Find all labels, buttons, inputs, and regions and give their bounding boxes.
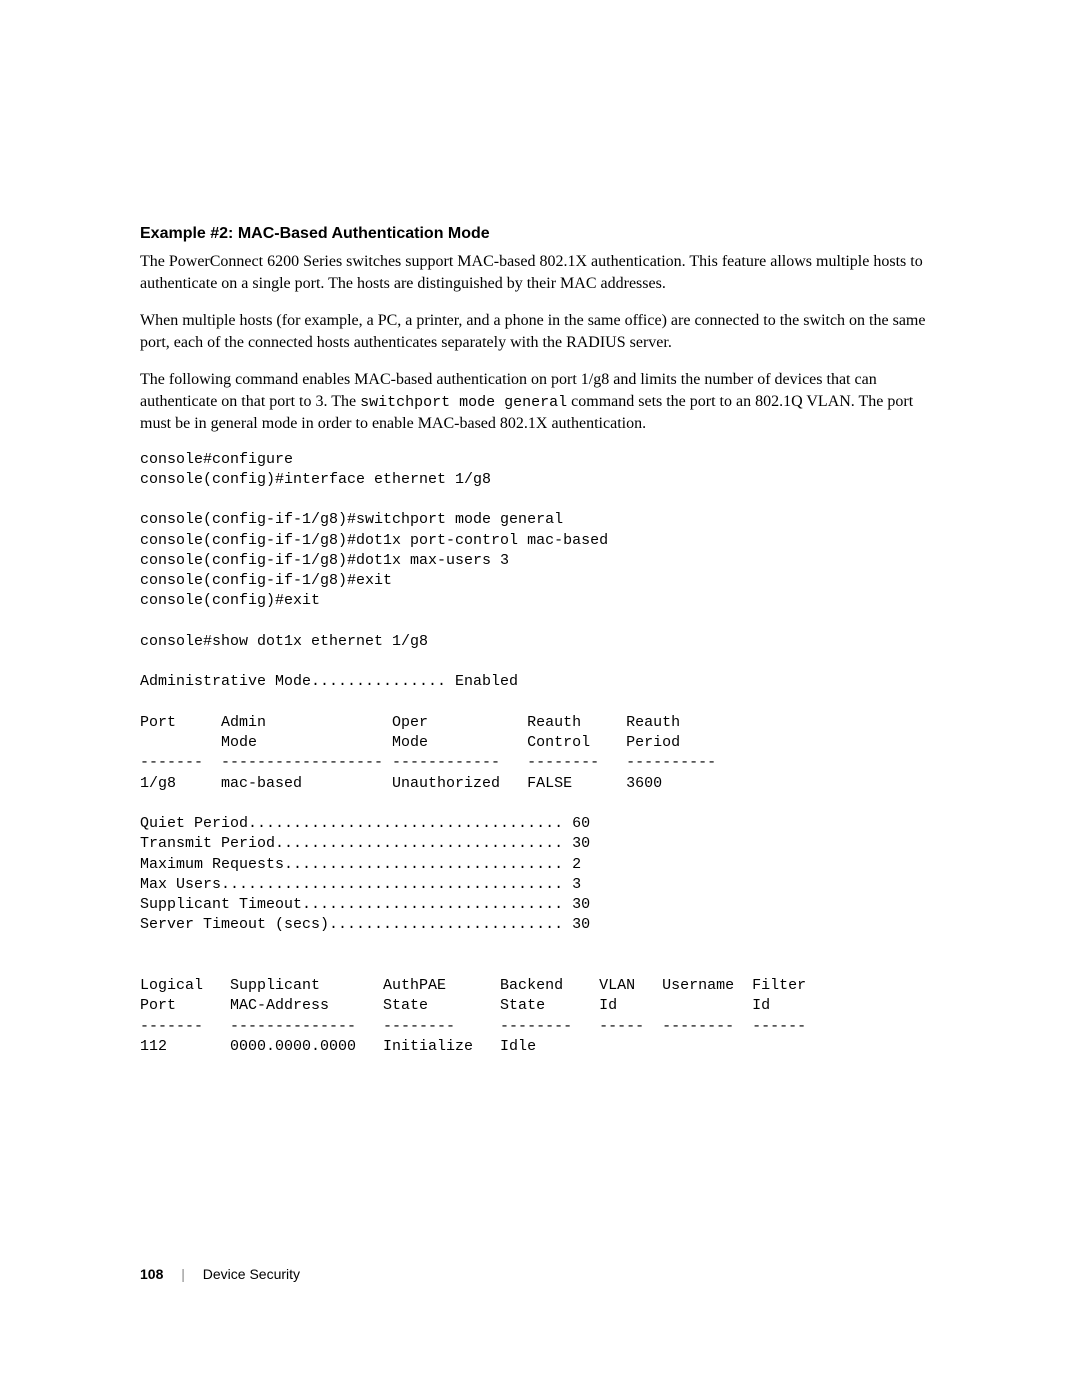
paragraph-1: The PowerConnect 6200 Series switches su…	[140, 251, 940, 296]
footer-section: Device Security	[203, 1266, 300, 1282]
para3-mono: switchport mode general	[360, 394, 567, 411]
cli-output: console#configure console(config)#interf…	[140, 450, 940, 1058]
paragraph-3: The following command enables MAC-based …	[140, 369, 940, 436]
page-number: 108	[140, 1266, 163, 1282]
page-content: Example #2: MAC-Based Authentication Mod…	[0, 0, 1080, 1117]
paragraph-2: When multiple hosts (for example, a PC, …	[140, 310, 940, 355]
footer-divider: |	[181, 1266, 185, 1282]
page-footer: 108 | Device Security	[140, 1266, 300, 1282]
section-heading: Example #2: MAC-Based Authentication Mod…	[140, 225, 940, 243]
